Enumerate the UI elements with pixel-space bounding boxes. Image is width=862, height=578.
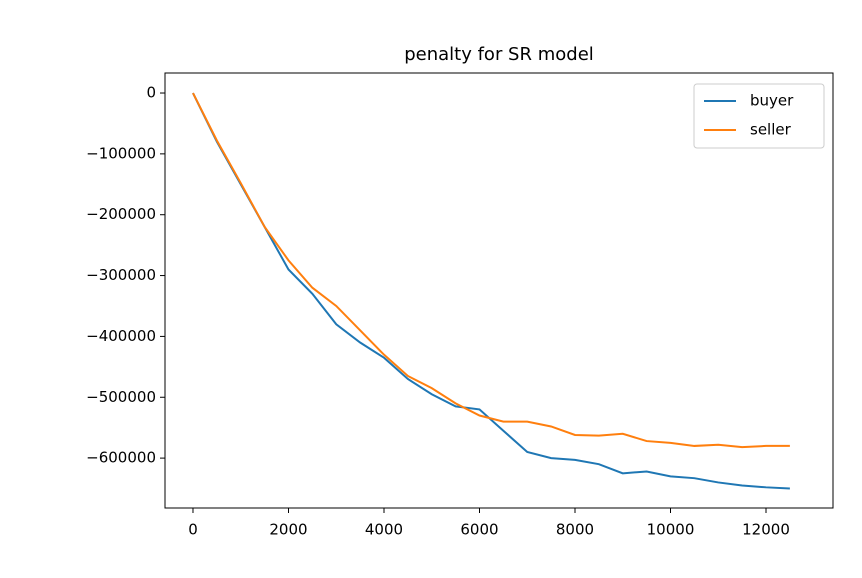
y-tick-label: −100000 [86, 144, 156, 162]
x-tick-label: 8000 [556, 521, 594, 539]
chart-title: penalty for SR model [404, 44, 594, 65]
x-tick-label: 2000 [269, 521, 307, 539]
x-tick-label: 12000 [742, 521, 790, 539]
x-tick-label: 10000 [647, 521, 695, 539]
y-tick-label: −200000 [86, 205, 156, 223]
y-tick-label: 0 [146, 84, 156, 102]
y-tick-label: −600000 [86, 449, 156, 467]
legend-label: seller [750, 121, 792, 139]
series-line [192, 92, 790, 490]
x-tick-label: 4000 [365, 521, 403, 539]
x-tick-label: 6000 [460, 521, 498, 539]
y-tick-label: −400000 [86, 327, 156, 345]
y-tick-label: −500000 [86, 388, 156, 406]
y-tick-label: −300000 [86, 266, 156, 284]
series-line [192, 92, 790, 449]
legend-label: buyer [750, 92, 794, 110]
plot-frame [164, 72, 834, 509]
x-tick-label: 0 [188, 521, 198, 539]
